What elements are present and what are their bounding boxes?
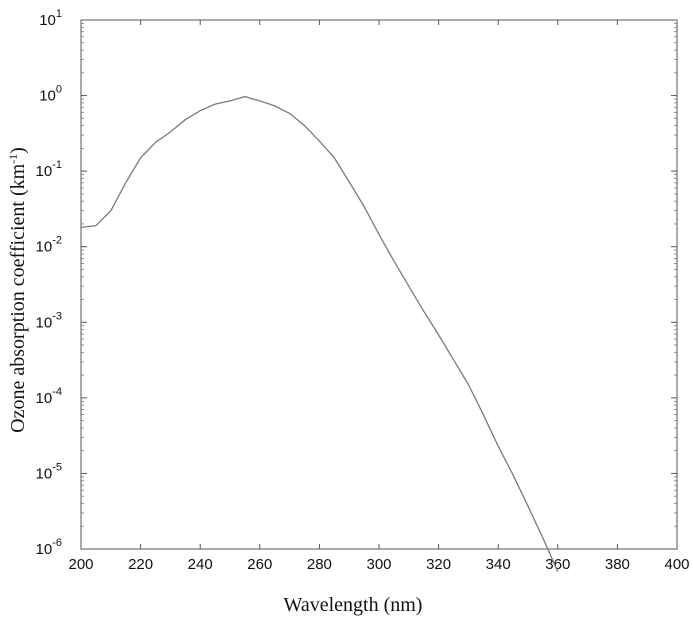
x-tick-label: 280 xyxy=(307,556,332,573)
absorption-curve-line xyxy=(80,95,559,572)
y-tick-label: 101 xyxy=(39,8,62,29)
x-tick-label: 260 xyxy=(247,556,272,573)
x-tick-label: 220 xyxy=(128,556,153,573)
x-axis-title: Wavelength (nm) xyxy=(284,594,423,616)
y-tick-label: 10-5 xyxy=(36,461,62,482)
x-tick-label: 300 xyxy=(366,556,391,573)
x-tick-label: 340 xyxy=(486,556,511,573)
y-tick-label: 10-3 xyxy=(36,310,62,331)
y-tick-label: 10-1 xyxy=(36,159,62,180)
y-tick-label: 10-2 xyxy=(36,235,62,256)
y-tick-label: 100 xyxy=(39,84,62,105)
plot-area-frame xyxy=(80,19,678,550)
y-tick-label: 10-4 xyxy=(36,386,62,407)
x-tick-label: 240 xyxy=(188,556,213,573)
axis-ticks xyxy=(80,19,678,550)
x-tick-labels: 200 220 240 260 280 300 320 340 360 380 400 xyxy=(68,556,689,573)
y-tick-labels: 10-6 10-5 10-4 10-3 10-2 10-1 100 101 xyxy=(36,8,62,558)
x-tick-label: 200 xyxy=(68,556,93,573)
y-tick-label: 10-6 xyxy=(36,537,62,558)
x-tick-label: 400 xyxy=(664,556,689,573)
x-tick-label: 320 xyxy=(426,556,451,573)
y-axis-title: Ozone absorption coefficient (km-1) xyxy=(6,147,29,433)
x-tick-label: 360 xyxy=(545,556,570,573)
x-tick-label: 380 xyxy=(605,556,630,573)
